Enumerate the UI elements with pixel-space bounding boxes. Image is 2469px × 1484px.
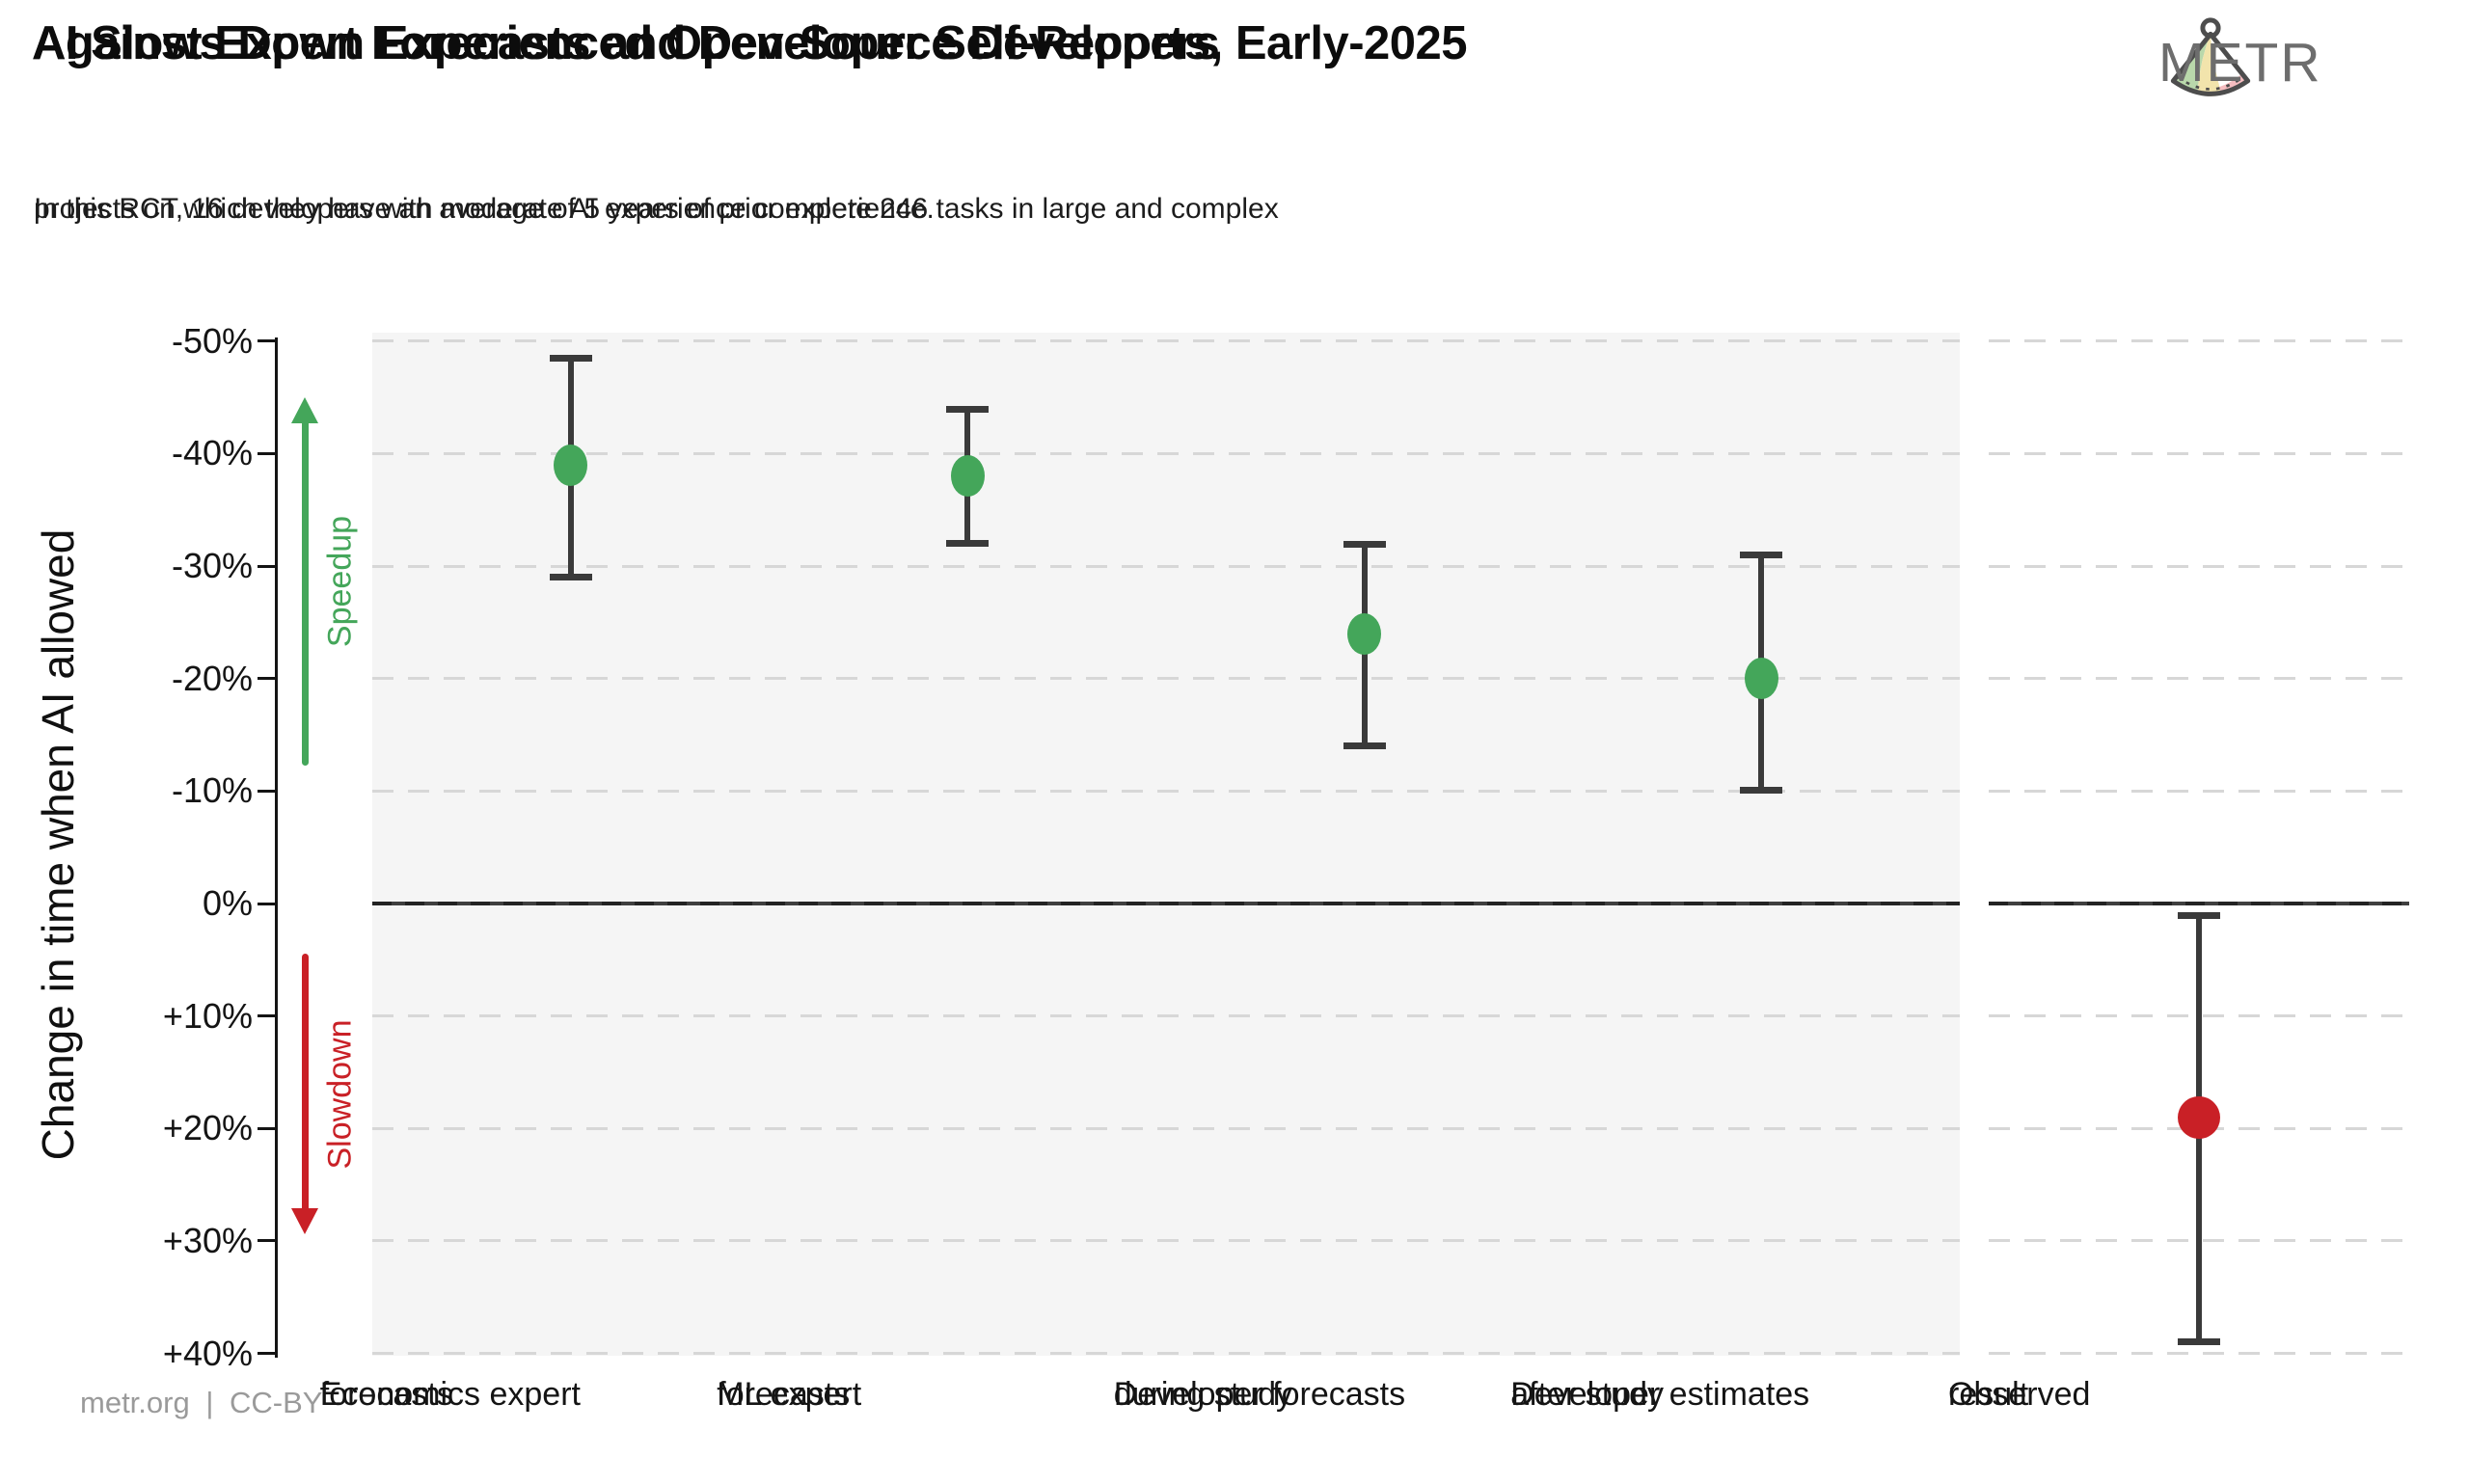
- error-bar-cap-bottom-economics-expert-forecasts: [549, 573, 592, 580]
- y-tick-label--40%: -40%: [171, 433, 253, 473]
- gridline--20%-main: [372, 677, 1960, 681]
- mean-dot-observed-result: [2178, 1095, 2220, 1139]
- error-bar-cap-bottom-observed-result: [2178, 1337, 2220, 1345]
- y-tick-+40%: [258, 1352, 275, 1356]
- arrow-head-slowdown: [291, 1207, 318, 1234]
- y-tick-label--50%: -50%: [171, 320, 253, 361]
- metr-logo: METR: [2158, 12, 2467, 114]
- x-axis-label-line: forecasts: [717, 1376, 851, 1413]
- metr-fan-icon: [2170, 17, 2251, 96]
- y-tick-label--30%: -30%: [171, 546, 253, 586]
- page-title-line-2: AI Slows Down Experienced Open-Source De…: [32, 17, 1220, 69]
- x-axis-label-line: during study: [1113, 1376, 1292, 1413]
- y-tick-+30%: [258, 1239, 275, 1243]
- x-axis-label-line: Developer estimates: [1510, 1376, 1810, 1413]
- error-bar-cap-bottom-ml-expert-forecasts: [946, 539, 990, 547]
- annotation-label-speedup: Speedup: [321, 515, 359, 647]
- zero-line-right: [1989, 902, 2409, 905]
- gridline--50%-right: [1989, 339, 2409, 343]
- plot-panel-main: [372, 333, 1960, 1356]
- x-axis-label-line: after study: [1510, 1376, 1664, 1413]
- y-tick-label-0%: 0%: [202, 883, 253, 923]
- metr-logo-text: METR: [2158, 32, 2322, 94]
- gridline--10%-right: [1989, 789, 2409, 793]
- error-bar-cap-top-economics-expert-forecasts: [549, 355, 592, 363]
- y-axis-line: [275, 337, 278, 1358]
- gridline--20%-right: [1989, 677, 2409, 681]
- y-tick-label--10%: -10%: [171, 770, 253, 811]
- y-tick-label-+10%: +10%: [162, 995, 253, 1036]
- y-tick--40%: [258, 451, 275, 455]
- x-axis-label-line: Developer forecasts: [1113, 1376, 1406, 1413]
- error-bar-cap-top-ml-expert-forecasts: [946, 405, 990, 413]
- error-bar-cap-bottom-developer-estimates-after-study: [1740, 787, 1783, 795]
- mean-dot-developer-forecasts-during-study: [1347, 612, 1382, 655]
- gridline-+10%-main: [372, 1014, 1960, 1018]
- y-tick--50%: [258, 339, 275, 343]
- x-axis-label-line: Economics expert: [319, 1376, 581, 1413]
- y-tick-+20%: [258, 1126, 275, 1130]
- annotation-label-slowdown: Slowdown: [321, 1019, 359, 1170]
- y-tick-0%: [258, 902, 275, 905]
- gridline--50%-main: [372, 339, 1960, 343]
- gridline--30%-right: [1989, 564, 2409, 568]
- x-axis-label-line: Observed: [1948, 1376, 2091, 1413]
- gridline--10%-main: [372, 789, 1960, 793]
- y-tick-+10%: [258, 1014, 275, 1018]
- mean-dot-ml-expert-forecasts: [950, 455, 985, 498]
- mean-dot-economics-expert-forecasts: [554, 444, 588, 486]
- y-tick-label-+30%: +30%: [162, 1220, 253, 1260]
- gridline--40%-main: [372, 451, 1960, 455]
- arrow-shaft-speedup: [302, 417, 309, 766]
- gridline--40%-right: [1989, 451, 2409, 455]
- gridline-+40%-right: [1989, 1352, 2409, 1356]
- y-tick-label-+20%: +20%: [162, 1108, 253, 1148]
- gridline--30%-main: [372, 564, 1960, 568]
- page-subtitle-line-2: projects on which they have an average o…: [34, 193, 935, 225]
- attribution-text: metr.org | CC-BY: [80, 1386, 323, 1419]
- gridline-+20%-main: [372, 1126, 1960, 1130]
- gridline-+30%-main: [372, 1239, 1960, 1243]
- x-axis-label-line: ML expert: [717, 1376, 862, 1413]
- page-title-line-1: Against Expert Forecasts and Developer S…: [32, 17, 1468, 69]
- y-tick--30%: [258, 564, 275, 568]
- arrow-head-speedup: [291, 397, 318, 424]
- x-axis-label-line: result: [1948, 1376, 2029, 1413]
- error-bar-cap-top-developer-estimates-after-study: [1740, 552, 1783, 559]
- mean-dot-developer-estimates-after-study: [1744, 658, 1778, 700]
- y-tick--10%: [258, 789, 275, 793]
- gridline-+40%-main: [372, 1352, 1960, 1356]
- error-bar-cap-top-developer-forecasts-during-study: [1343, 540, 1386, 548]
- zero-line-main: [372, 902, 1960, 905]
- arrow-shaft-slowdown: [302, 954, 309, 1215]
- y-tick-label--20%: -20%: [171, 658, 253, 698]
- y-tick--20%: [258, 677, 275, 681]
- y-tick-label-+40%: +40%: [162, 1333, 253, 1373]
- error-bar-cap-bottom-developer-forecasts-during-study: [1343, 742, 1386, 749]
- error-bar-cap-top-observed-result: [2178, 911, 2220, 919]
- x-axis-label-line: forecasts: [319, 1376, 453, 1413]
- page-subtitle-line-1: In this RCT, 16 developers with moderate…: [34, 193, 1279, 225]
